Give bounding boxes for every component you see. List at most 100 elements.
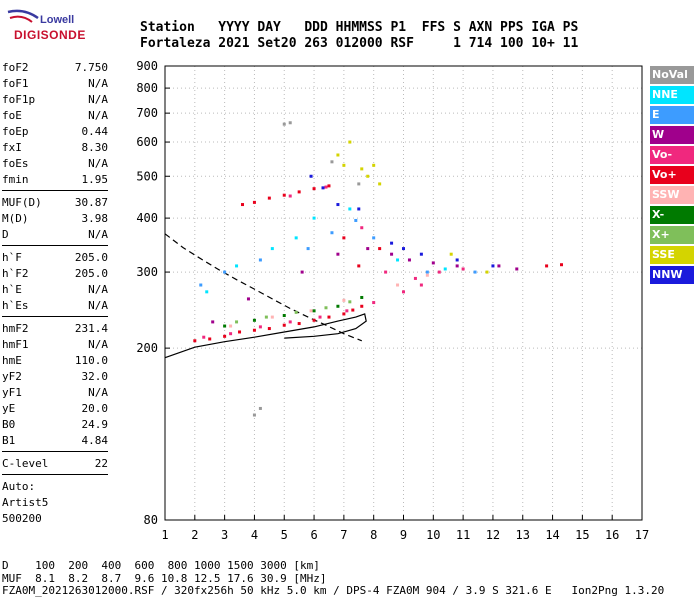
param-value: 205.0: [74, 251, 108, 264]
polarization-legend: NoVal NNE E W Vo- Vo+ SSW X- X+ SSE NNW: [650, 66, 694, 286]
echo-point-ssw: [309, 309, 313, 313]
echo-point-noval: [258, 406, 262, 410]
param-name: hmE: [2, 354, 22, 367]
param-row-fof1p: foF1p N/A: [2, 92, 108, 108]
echo-point-voplus: [297, 190, 301, 194]
legend-vominus: Vo-: [650, 146, 694, 164]
echo-point-vominus: [402, 290, 405, 294]
param-name: yF2: [2, 370, 22, 383]
param-value: 22: [94, 457, 108, 470]
echo-point-voplus: [312, 318, 316, 322]
param-name: MUF(D): [2, 196, 42, 209]
param-row-md: M(D) 3.98: [2, 211, 108, 227]
param-value: N/A: [88, 228, 108, 241]
param-value: N/A: [88, 109, 108, 122]
echo-point-voplus: [223, 334, 227, 338]
echo-point-voplus: [342, 236, 346, 240]
echo-point-w: [515, 267, 519, 271]
y-tick-label: 700: [136, 106, 158, 120]
x-tick-label: 1: [161, 528, 168, 542]
echo-point-w: [431, 261, 435, 265]
echo-point-sse: [449, 252, 453, 256]
echo-point-voplus: [360, 304, 364, 308]
y-tick-label: 80: [144, 513, 158, 527]
logo-digisonde-text: DIGISONDE: [14, 28, 86, 42]
param-value: 4.84: [81, 434, 109, 447]
param-row-fmin: fmin 1.95: [2, 172, 108, 188]
legend-voplus: Vo+: [650, 166, 694, 184]
param-name: B1: [2, 434, 16, 447]
echo-point-voplus: [267, 196, 271, 200]
echo-point-nne: [348, 207, 352, 211]
echo-point-nne: [312, 216, 316, 220]
echo-point-xplus: [348, 300, 352, 304]
param-value: 8.30: [81, 141, 109, 154]
echo-point-noval: [282, 122, 286, 126]
echo-point-vominus: [360, 226, 364, 230]
echo-point-w: [390, 252, 394, 256]
param-row-b1: B1 4.84: [2, 433, 108, 449]
echo-point-ssw: [342, 298, 346, 302]
y-tick-label: 500: [136, 169, 158, 183]
echo-point-nnw: [309, 174, 313, 178]
echo-point-xminus: [312, 309, 316, 313]
echo-point-nne: [294, 236, 298, 240]
x-tick-label: 14: [545, 528, 559, 542]
echo-point-voplus: [282, 323, 286, 327]
param-value: 24.9: [81, 418, 109, 431]
footer-distance-row: D 100 200 400 600 800 1000 1500 3000 [km…: [2, 559, 320, 572]
param-row-fof2: foF2 7.750: [2, 60, 108, 76]
echo-point-noval: [330, 160, 334, 164]
param-name: foE: [2, 109, 22, 122]
echo-point-e: [425, 270, 429, 274]
echo-point-vominus: [258, 325, 262, 329]
param-row-fof1: foF1 N/A: [2, 76, 108, 92]
echo-point-voplus: [560, 263, 564, 267]
echo-point-xplus: [264, 315, 268, 319]
echo-point-w: [246, 297, 250, 301]
echo-point-voplus: [351, 308, 355, 312]
echo-point-vominus: [384, 270, 388, 274]
y-tick-label: 600: [136, 135, 158, 149]
echo-point-voplus: [238, 330, 242, 334]
y-tick-label: 900: [136, 59, 158, 73]
param-divider: [2, 316, 108, 317]
footer-muf-row: MUF 8.1 8.2 8.7 9.6 10.8 12.5 17.6 30.9 …: [2, 571, 327, 585]
x-tick-label: 12: [486, 528, 500, 542]
echo-point-voplus: [312, 187, 316, 191]
echo-point-e: [354, 218, 358, 222]
echo-point-w: [211, 320, 215, 324]
param-row-hf: h`F 205.0: [2, 250, 108, 266]
echo-point-vominus: [202, 335, 206, 339]
param-name: M(D): [2, 212, 29, 225]
echo-point-voplus: [297, 322, 301, 326]
echo-point-xminus: [336, 304, 340, 308]
param-name: h`F: [2, 251, 22, 264]
autoscaling-info: 500200: [2, 512, 42, 525]
echo-point-nne: [270, 247, 274, 251]
echo-point-e: [223, 270, 227, 274]
param-name: B0: [2, 418, 16, 431]
param-value: N/A: [88, 77, 108, 90]
logo-lowell-text: Lowell: [40, 14, 75, 26]
echo-point-sse: [348, 140, 352, 144]
echo-point-vominus: [372, 301, 376, 305]
echo-point-vominus: [461, 267, 465, 271]
legend-xplus: X+: [650, 226, 694, 244]
param-value: N/A: [88, 283, 108, 296]
param-row-hmf2: hmF2 231.4: [2, 321, 108, 337]
echo-point-nnw: [419, 252, 423, 256]
echo-point-e: [473, 270, 477, 274]
scaled-parameters-panel: foF2 7.750 foF1 N/A foF1p N/A foE N/A foEp 0.44 fx…: [2, 60, 108, 527]
echo-point-voplus: [208, 337, 212, 341]
echo-point-voplus: [252, 328, 256, 332]
x-tick-label: 10: [426, 528, 440, 542]
footer-info: D 100 200 400 600 800 1000 1500 3000 [km…: [2, 559, 664, 598]
y-tick-label: 300: [136, 265, 158, 279]
true-height-profile: [164, 313, 367, 359]
echo-point-vominus: [419, 283, 423, 287]
x-tick-label: 2: [191, 528, 198, 542]
legend-e: E: [650, 106, 694, 124]
param-name: C-level: [2, 457, 49, 470]
